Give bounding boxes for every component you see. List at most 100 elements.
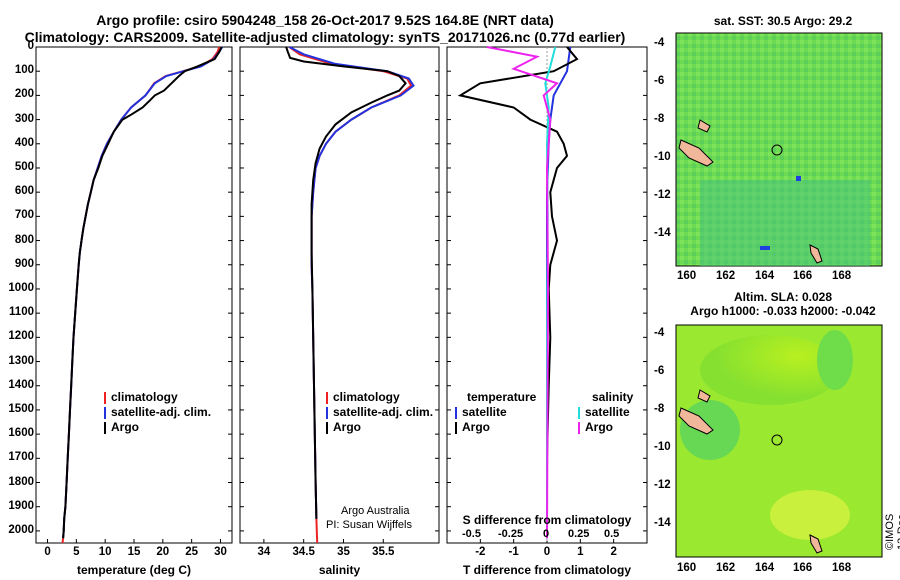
title-line-2: Climatology: CARS2009. Satellite-adjuste… <box>24 29 626 45</box>
series-line-argo <box>285 46 407 519</box>
legend-marker <box>326 406 328 419</box>
s-diff-tick: 0.25 <box>568 528 590 540</box>
temperature-xlabel: temperature (deg C) <box>76 563 192 577</box>
depth-tick-label: 900 <box>14 257 34 270</box>
legend-marker <box>326 421 328 434</box>
temperature-legend: climatology satellite-adj. clim. Argo <box>104 390 211 435</box>
depth-tick-label: 1400 <box>8 378 34 391</box>
depth-tick-label: 2000 <box>8 523 34 536</box>
depth-tick-label: 700 <box>14 209 34 222</box>
sst-lon-label: 162 <box>716 270 736 282</box>
sst-lat-label: -4 <box>654 37 665 49</box>
sla-lon-label: 160 <box>677 562 697 574</box>
sla-lon-label: 162 <box>716 562 736 574</box>
depth-tick-label: 200 <box>14 88 34 101</box>
x-tick-label: 10 <box>98 546 112 558</box>
depth-tick-label: 300 <box>14 112 34 125</box>
sla-lat-label: -6 <box>654 365 665 377</box>
legend-marker <box>104 406 106 419</box>
sst-lon-label: 160 <box>677 270 697 282</box>
legend-marker <box>104 391 106 404</box>
sst-map-title: sat. SST: 30.5 Argo: 29.2 <box>713 14 853 28</box>
sst-lat-label: -8 <box>654 113 665 125</box>
depth-tick-label: 600 <box>14 185 34 198</box>
series-line-s-argo <box>486 46 559 539</box>
legend-marker <box>455 421 457 434</box>
title-line-1: Argo profile: csiro 5904248_158 26-Oct-2… <box>96 12 554 28</box>
x-tick-label: 5 <box>73 546 80 558</box>
sla-lat-label: -10 <box>654 441 671 453</box>
depth-tick-label: 1700 <box>8 451 34 464</box>
series-line-climatology <box>61 46 221 544</box>
depth-tick-label: 1800 <box>8 475 34 488</box>
x-tick-label: 1 <box>577 546 584 558</box>
legend-label: satellite <box>462 405 507 419</box>
depth-tick-label: 1900 <box>8 499 34 512</box>
sla-lat-label: -8 <box>654 403 665 415</box>
series-line-argo <box>62 46 223 539</box>
sla-lon-label: 168 <box>832 562 852 574</box>
sla-lon-label: 164 <box>755 562 775 574</box>
s-diff-tick: -0.5 <box>462 528 481 540</box>
annotation-argo-australia: Argo Australia <box>341 505 410 517</box>
depth-tick-label: 1100 <box>9 306 34 319</box>
legend-label: satellite <box>585 405 630 419</box>
x-tick-label: 15 <box>127 546 141 558</box>
depth-tick-label: 1300 <box>8 354 34 367</box>
salinity-panel-frame <box>239 46 440 544</box>
x-tick-label: 20 <box>156 546 170 558</box>
legend-label: Argo <box>111 420 139 434</box>
series-line-t-argo <box>457 46 579 539</box>
salinity-xlabel: salinity <box>318 563 361 577</box>
depth-tick-label: 1000 <box>8 281 34 294</box>
legend-marker <box>578 421 580 434</box>
depth-tick-label: 400 <box>14 136 34 149</box>
annotation-pi: PI: Susan Wijffels <box>326 519 412 531</box>
depth-tick-label: 800 <box>14 233 34 246</box>
sla-lon-label: 166 <box>793 562 813 574</box>
x-tick-label: 2 <box>610 546 617 558</box>
legend-marker <box>455 406 457 419</box>
sst-lat-label: -12 <box>654 189 671 201</box>
sst-lon-label: 164 <box>755 270 775 282</box>
x-tick-label: -2 <box>475 546 486 558</box>
salinity-legend: climatology satellite-adj. clim. Argo <box>326 390 433 435</box>
difference-xlabel: T difference from climatology <box>462 563 632 577</box>
x-tick-label: 34 <box>257 546 271 558</box>
legend-label: Argo <box>585 420 613 434</box>
sst-lat-label: -14 <box>654 227 671 239</box>
depth-tick-label: 0 <box>27 40 34 52</box>
legend-label: Argo <box>333 420 361 434</box>
s-diff-tick: 0.5 <box>604 528 620 540</box>
depth-tick-label: 100 <box>14 64 34 77</box>
depth-tick-label: 1600 <box>8 427 34 440</box>
sst-lon-label: 166 <box>793 270 813 282</box>
x-tick-label: 25 <box>185 546 199 558</box>
legend-label: climatology <box>333 390 400 404</box>
x-tick-label: 34.5 <box>292 546 315 558</box>
x-tick-label: -1 <box>508 546 519 558</box>
legend-title: salinity <box>592 390 634 404</box>
x-tick-label: 30 <box>214 546 227 558</box>
sst-lat-label: -10 <box>654 151 671 163</box>
x-tick-label: 35.5 <box>372 546 395 558</box>
series-line-satellite-adj-clim- <box>62 46 224 539</box>
sla-map-title-2: Argo h1000: -0.033 h2000: -0.042 <box>690 304 876 318</box>
legend-label: satellite-adj. clim. <box>111 405 212 419</box>
x-tick-label: 0 <box>44 546 51 558</box>
x-tick-label: 0 <box>543 546 551 558</box>
x-tick-label: 35 <box>337 546 350 558</box>
legend-marker <box>326 391 328 404</box>
depth-tick-label: 500 <box>14 160 34 173</box>
series-line-satellite-adj-clim- <box>288 46 415 519</box>
legend-title: temperature <box>467 390 537 404</box>
difference-legend-salinity: salinity satellite Argo <box>578 390 633 435</box>
legend-marker <box>578 406 580 419</box>
sla-lat-label: -4 <box>654 327 665 339</box>
credit-stamp: ©IMOS 13-Dec-2018 03:16:51 <box>884 510 900 550</box>
sst-lat-label: -6 <box>654 75 665 87</box>
sla-lat-label: -12 <box>654 479 671 491</box>
sst-lon-label: 168 <box>832 270 852 282</box>
legend-label: satellite-adj. clim. <box>333 405 434 419</box>
